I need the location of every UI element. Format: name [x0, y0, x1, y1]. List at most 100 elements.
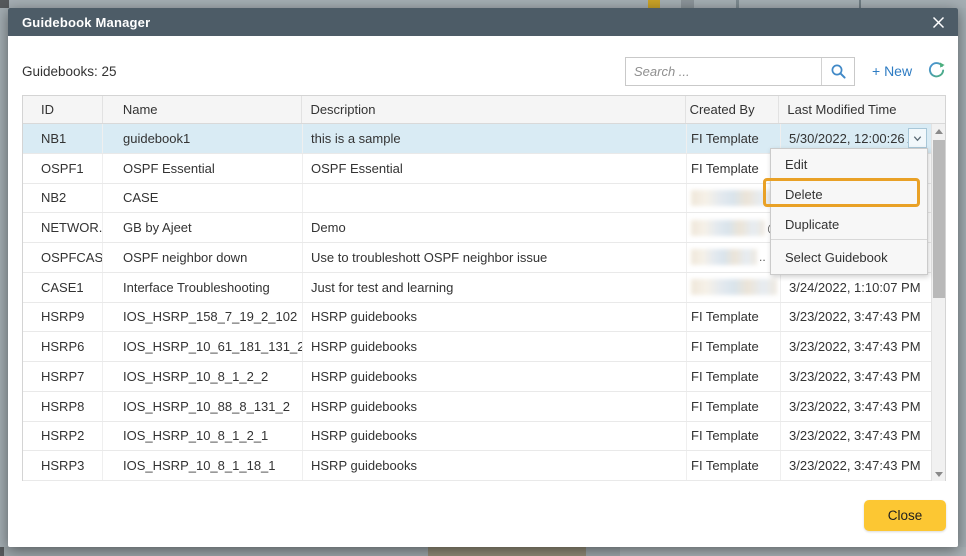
- refresh-icon[interactable]: [927, 61, 947, 81]
- cell-last-modified: 5/30/2022, 12:00:26 A: [781, 124, 933, 153]
- column-header-last-modified[interactable]: Last Modified Time: [787, 102, 897, 117]
- search-box: [625, 57, 855, 86]
- cell-id: HSRP2: [23, 421, 103, 451]
- cell-last-modified: 3/23/2022, 3:47:43 PM: [789, 428, 921, 444]
- column-header-created-by[interactable]: Created By: [686, 96, 780, 123]
- table-row[interactable]: HSRP7 IOS_HSRP_10_8_1_2_2 HSRP guidebook…: [23, 362, 945, 392]
- column-header-description[interactable]: Description: [302, 96, 686, 123]
- table-row[interactable]: HSRP3 IOS_HSRP_10_8_1_18_1 HSRP guideboo…: [23, 451, 945, 481]
- cell-name: IOS_HSRP_10_61_181_131_2: [103, 332, 303, 361]
- cell-description: Demo: [303, 213, 687, 242]
- background-decor: [0, 0, 9, 8]
- cell-id: HSRP3: [23, 451, 103, 480]
- cell-id: OSPF1: [23, 153, 103, 183]
- cell-created-by: FI Template: [687, 391, 781, 421]
- cell-description: Use to troubleshott OSPF neighbor issue: [303, 243, 687, 272]
- cell-id: HSRP6: [23, 332, 103, 361]
- cell-name: IOS_HSRP_10_8_1_2_2: [103, 362, 303, 391]
- table-row[interactable]: HSRP6 IOS_HSRP_10_61_181_131_2 HSRP guid…: [23, 332, 945, 362]
- table-row[interactable]: CASE1 Interface Troubleshooting Just for…: [23, 272, 945, 303]
- cell-description: HSRP guidebooks: [303, 332, 687, 361]
- background-toolbar-icon: [736, 0, 739, 8]
- cell-created-by: FI Template: [687, 362, 781, 391]
- cell-description: Just for test and learning: [303, 272, 687, 302]
- context-menu: Edit Delete Duplicate Select Guidebook: [770, 148, 928, 275]
- cell-description: this is a sample: [303, 124, 687, 153]
- cell-last-modified: 3/23/2022, 3:47:43 PM: [789, 398, 921, 414]
- table-row[interactable]: HSRP2 IOS_HSRP_10_8_1_2_1 HSRP guidebook…: [23, 421, 945, 452]
- table-header: ID Name Description Created By Last Modi…: [23, 96, 945, 124]
- new-button[interactable]: + New: [872, 63, 913, 79]
- background-decor: [620, 547, 966, 556]
- background-divider: [859, 0, 861, 8]
- menu-item-duplicate[interactable]: Duplicate: [785, 216, 840, 232]
- cell-last-modified: 3/24/2022, 1:10:07 PM: [789, 279, 921, 295]
- cell-created-by: [687, 272, 781, 302]
- cell-id: HSRP9: [23, 302, 103, 332]
- background-toolbar-icon: [648, 0, 660, 8]
- cell-description: HSRP guidebooks: [303, 362, 687, 391]
- table-row[interactable]: HSRP9 IOS_HSRP_158_7_19_2_102 HSRP guide…: [23, 302, 945, 333]
- cell-last-modified: 3/23/2022, 3:47:43 PM: [789, 368, 921, 384]
- cell-name: OSPF neighbor down: [103, 243, 303, 272]
- cell-id: NB2: [23, 183, 103, 213]
- cell-created-by: FI Template: [687, 332, 781, 361]
- cell-id: HSRP7: [23, 362, 103, 391]
- background-decor: [428, 547, 586, 556]
- menu-item-select-guidebook[interactable]: Select Guidebook: [785, 249, 888, 265]
- close-icon[interactable]: [930, 14, 946, 30]
- cell-created-by: FI Template: [687, 451, 781, 480]
- cell-created-by: .: [687, 183, 781, 213]
- cell-description: HSRP guidebooks: [303, 451, 687, 480]
- scrollbar-thumb[interactable]: [933, 140, 945, 298]
- cell-name: IOS_HSRP_158_7_19_2_102: [103, 302, 303, 332]
- menu-separator: [771, 239, 927, 240]
- cell-last-modified: 3/23/2022, 3:47:43 PM: [789, 309, 921, 325]
- cell-created-by: FI Template: [687, 153, 781, 183]
- column-header-id[interactable]: ID: [23, 96, 103, 123]
- dialog-title: Guidebook Manager: [22, 14, 151, 30]
- cell-description: HSRP guidebooks: [303, 391, 687, 421]
- cell-id: CASE1: [23, 272, 103, 302]
- background-page-bottom: [0, 547, 966, 556]
- redacted-text: [691, 189, 775, 206]
- scroll-down-arrow-icon[interactable]: [932, 467, 946, 481]
- cell-id: NB1: [23, 124, 103, 153]
- search-icon[interactable]: [821, 58, 854, 85]
- guidebook-manager-dialog: Guidebook Manager Guidebooks: 25 + New: [8, 8, 958, 547]
- background-page-top: [0, 0, 966, 8]
- vertical-scrollbar[interactable]: [931, 124, 945, 481]
- cell-id: NETWOR...: [23, 213, 103, 242]
- cell-description: [303, 183, 687, 213]
- cell-created-by: FI Template: [687, 302, 781, 332]
- redacted-text: [691, 249, 757, 266]
- cell-description: HSRP guidebooks: [303, 302, 687, 332]
- header-spacer: [931, 96, 945, 123]
- cell-created-by: ..: [687, 243, 781, 272]
- cell-name: OSPF Essential: [103, 153, 303, 183]
- menu-item-edit[interactable]: Edit: [785, 156, 808, 172]
- cell-last-modified: 3/23/2022, 3:47:43 PM: [789, 458, 921, 474]
- cell-created-by: FI Template: [687, 124, 781, 153]
- table-row[interactable]: NB1 guidebook1 this is a sample FI Templ…: [23, 124, 945, 154]
- table-row[interactable]: HSRP8 IOS_HSRP_10_88_8_131_2 HSRP guideb…: [23, 391, 945, 422]
- guidebook-count: Guidebooks: 25: [22, 64, 117, 79]
- cell-created-by: @: [687, 213, 781, 242]
- cell-name: guidebook1: [103, 124, 303, 153]
- cell-name: IOS_HSRP_10_88_8_131_2: [103, 391, 303, 421]
- dialog-titlebar: Guidebook Manager: [8, 8, 958, 36]
- column-header-name[interactable]: Name: [103, 96, 303, 123]
- scroll-up-arrow-icon[interactable]: [932, 124, 946, 138]
- cell-last-modified: 3/23/2022, 3:47:43 PM: [789, 339, 921, 355]
- row-dropdown-button[interactable]: [908, 128, 927, 148]
- cell-name: IOS_HSRP_10_8_1_2_1: [103, 421, 303, 451]
- background-decor: [0, 547, 4, 556]
- background-toolbar-icon: [681, 0, 694, 8]
- menu-item-delete[interactable]: Delete: [785, 186, 823, 202]
- close-button[interactable]: Close: [864, 500, 946, 531]
- cell-name: Interface Troubleshooting: [103, 272, 303, 302]
- search-input[interactable]: [626, 58, 821, 85]
- cell-id: OSPFCAS...: [23, 243, 103, 272]
- cell-id: HSRP8: [23, 391, 103, 421]
